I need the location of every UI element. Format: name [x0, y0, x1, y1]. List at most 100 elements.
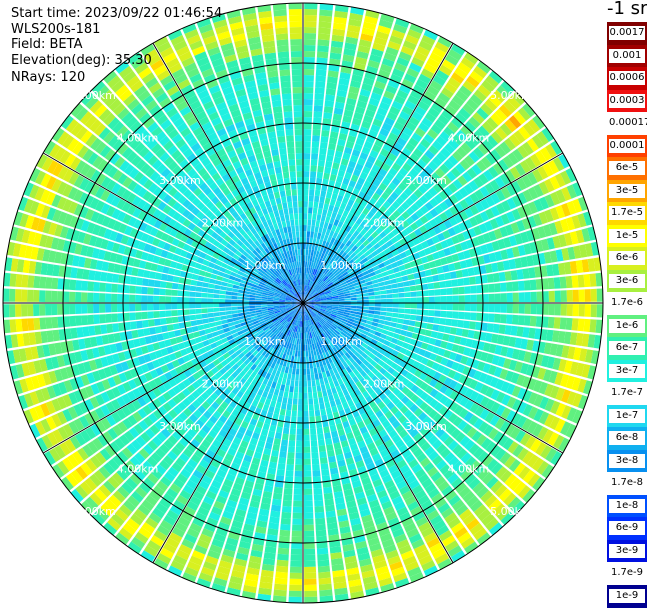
ray-gate [429, 304, 435, 310]
ray-gate [294, 483, 302, 489]
ray-gate [299, 267, 301, 273]
ray-gate [315, 226, 319, 233]
ray-gate [304, 495, 313, 501]
ray-gate [450, 327, 457, 335]
ray-gate [297, 243, 300, 249]
ray-gate [232, 288, 239, 292]
ray-gate [512, 315, 519, 325]
ray-gate [356, 309, 362, 312]
ray-gate [159, 304, 165, 310]
ray-gate [307, 231, 311, 237]
ray-gate [63, 304, 69, 315]
ray-gate [290, 39, 302, 45]
ray-gate [317, 45, 329, 52]
ray-gate [195, 292, 201, 297]
ray-gate [321, 469, 329, 476]
ray-gate [304, 543, 315, 549]
ray-gate [9, 289, 15, 302]
ray-gate [313, 392, 318, 399]
ray-gate [117, 294, 123, 302]
ray-gate [298, 201, 303, 207]
ray-gate [304, 57, 315, 63]
ray-gate [274, 487, 283, 494]
ray-gate [397, 318, 404, 323]
ray-gate [293, 399, 298, 405]
ray-gate [311, 440, 318, 447]
ray-gate [315, 518, 325, 525]
ray-gate [288, 208, 293, 215]
ray-gate [294, 213, 298, 219]
ray-gate [292, 368, 296, 374]
ray-gate [290, 567, 302, 573]
ray-gate [129, 304, 135, 312]
ray-gate [385, 317, 392, 322]
ray-gate [280, 215, 285, 222]
ray-gate [3, 289, 9, 302]
ray-gate [219, 299, 225, 303]
ray-gate [189, 303, 195, 308]
ray-gate [173, 323, 180, 330]
ray-gate [291, 63, 302, 69]
ray-gate [300, 363, 303, 369]
ray-gate [322, 209, 327, 216]
ray-gate [333, 305, 339, 307]
ray-gate [304, 465, 312, 471]
ray-gate [288, 368, 292, 375]
ray-gate [299, 213, 303, 219]
ray-gate [291, 57, 302, 63]
ray-gate [289, 440, 296, 447]
ray-gate [434, 310, 441, 317]
ray-gate [298, 399, 303, 405]
ray-gate [458, 312, 465, 320]
ray-gate [93, 293, 99, 302]
ray-gate [292, 195, 297, 201]
ray-gate [277, 560, 289, 567]
ray-gate [129, 313, 136, 321]
ray-gate [310, 165, 317, 172]
ray-gate [303, 195, 308, 201]
ray-gate [310, 434, 317, 441]
ray-gate [524, 316, 531, 326]
ray-gate [39, 304, 45, 316]
ray-gate [305, 333, 307, 339]
ray-gate [311, 374, 315, 380]
ray-gate [287, 452, 294, 459]
ray-gate [272, 499, 282, 506]
ray-gate [270, 456, 278, 463]
ray-gate [289, 21, 302, 27]
ray-gate [143, 270, 150, 278]
ray-gate [307, 375, 311, 381]
ray-gate [303, 237, 306, 243]
ray-gate [289, 3, 302, 9]
ray-gate [111, 304, 117, 313]
ray-gate [304, 417, 309, 423]
ray-gate [87, 281, 94, 291]
ray-gate [318, 33, 330, 40]
ray-gate [275, 578, 288, 585]
ray-gate [277, 469, 285, 476]
ray-gate [33, 318, 40, 330]
ray-gate [277, 45, 289, 52]
ray-gate [303, 345, 305, 351]
ray-gate [15, 289, 21, 302]
ray-gate [123, 294, 129, 302]
ray-gate [39, 277, 46, 289]
ray-gate [312, 464, 320, 471]
ray-gate [291, 183, 297, 189]
ray-gate [295, 375, 299, 381]
ray-gate [261, 299, 267, 301]
ray-gate [147, 296, 153, 303]
ray-gate [440, 311, 447, 318]
ray-gate [298, 255, 300, 261]
ray-gate [255, 301, 261, 303]
ray-gate [280, 154, 287, 161]
ray-gate [308, 213, 312, 219]
ray-gate [289, 591, 302, 597]
ray-gate [129, 295, 135, 303]
ray-gate [304, 45, 316, 51]
ray-gate [325, 161, 332, 168]
ray-gate [196, 287, 203, 292]
ray-gate [316, 530, 327, 537]
ray-gate [290, 428, 296, 434]
ray-gate [69, 280, 76, 291]
